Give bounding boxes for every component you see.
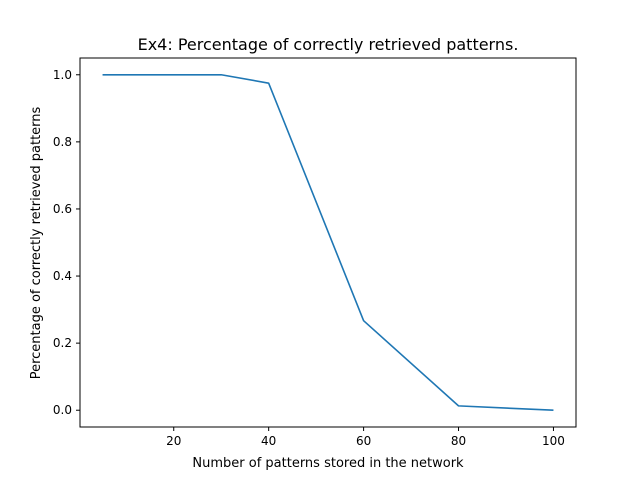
y-tick-label-0.4: 0.4 bbox=[53, 269, 72, 283]
y-axis-label: Percentage of correctly retrieved patter… bbox=[29, 106, 44, 379]
x-tick-label-100: 100 bbox=[542, 434, 565, 448]
plot-area: 20 40 60 80 100 0.0 0.2 0.4 0.6 0.8 1.0 bbox=[53, 57, 577, 448]
y-tick-label-0.0: 0.0 bbox=[53, 403, 72, 417]
y-tick-label-0.8: 0.8 bbox=[53, 135, 72, 149]
x-tick-label-20: 20 bbox=[166, 434, 181, 448]
plot-frame bbox=[79, 57, 577, 428]
chart-title: Ex4: Percentage of correctly retrieved p… bbox=[138, 35, 519, 54]
x-axis-label: Number of patterns stored in the network bbox=[192, 456, 464, 471]
x-tick-label-80: 80 bbox=[451, 434, 466, 448]
y-tick-label-1.0: 1.0 bbox=[53, 68, 72, 82]
series-line-0 bbox=[102, 73, 554, 412]
y-tick-label-0.2: 0.2 bbox=[53, 336, 72, 350]
y-tick-label-0.6: 0.6 bbox=[53, 202, 72, 216]
x-tick-label-40: 40 bbox=[261, 434, 276, 448]
x-tick-label-60: 60 bbox=[356, 434, 371, 448]
